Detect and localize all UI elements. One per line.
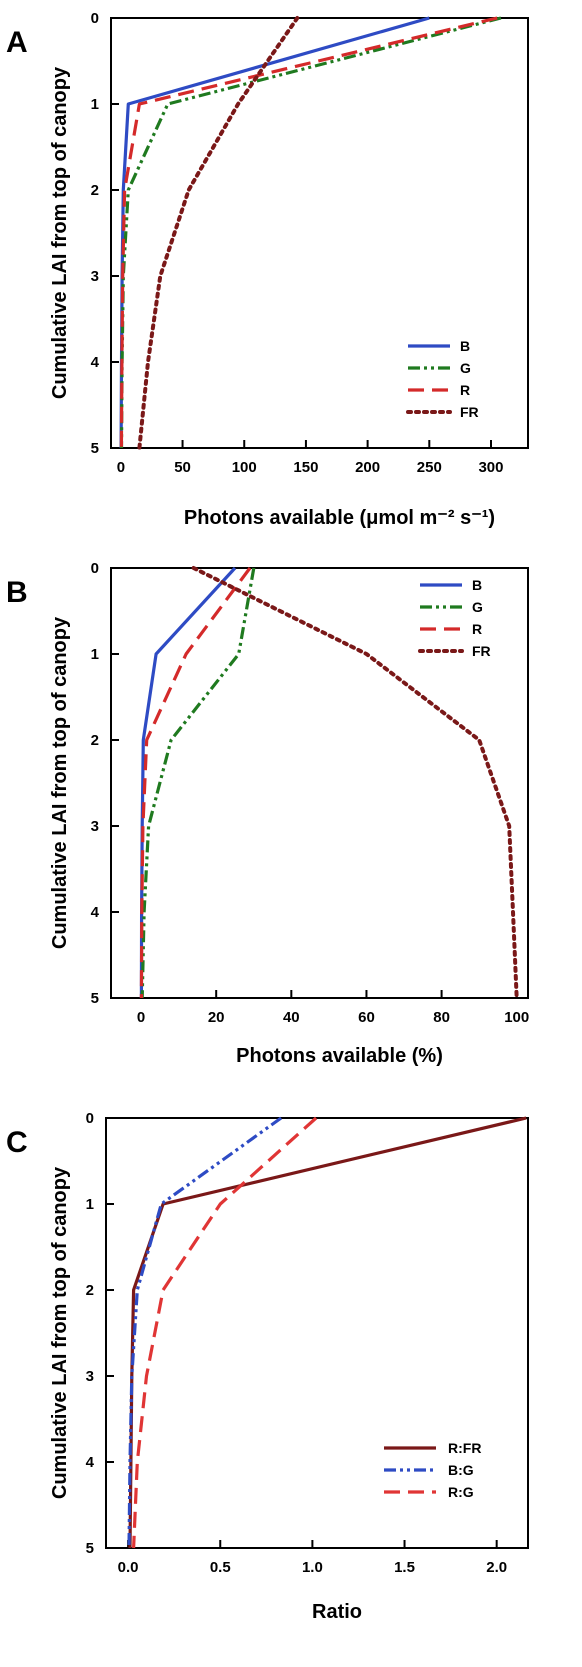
y-axis-title: Cumulative LAI from top of canopy	[49, 1166, 71, 1499]
x-tick-label: 100	[504, 1009, 529, 1026]
panel-letter: C	[6, 1126, 28, 1159]
x-axis-title: Ratio	[312, 1601, 362, 1623]
x-tick-label: 1.0	[302, 1559, 323, 1576]
x-tick-label: 1.5	[394, 1559, 415, 1576]
legend: R:FR B:G R:G	[384, 1440, 481, 1500]
series-line-b	[139, 566, 237, 999]
legend-label: B	[472, 577, 482, 593]
y-tick-label: 1	[91, 646, 99, 663]
legend-label: G	[472, 599, 483, 615]
x-tick-label: 20	[208, 1009, 225, 1026]
legend: BGR FR	[418, 577, 491, 659]
y-tick-label: 2	[91, 182, 99, 199]
x-axis-title: Photons available (μmol m⁻² s⁻¹)	[184, 507, 495, 529]
legend-label: B	[460, 338, 470, 354]
y-tick-label: 5	[91, 990, 99, 1007]
x-tick-label: 250	[417, 459, 442, 476]
y-axis-title: Cumulative LAI from top of canopy	[49, 616, 71, 949]
x-tick-label: 200	[355, 459, 380, 476]
plot-frame	[110, 17, 529, 449]
x-tick-label: 150	[293, 459, 318, 476]
series-line-fr	[191, 566, 519, 1000]
x-tick-label: 300	[478, 459, 503, 476]
x-tick-label: 80	[433, 1009, 450, 1026]
y-tick-label: 0	[91, 10, 99, 27]
y-tick-label: 4	[91, 904, 100, 921]
y-tick-label: 4	[91, 354, 100, 371]
chart-panel-c: C 0 1 2 3 4 5 0.0 0.5 1.0 1.5 2.0 Ratio Cumulative LA…	[6, 1110, 529, 1623]
y-tick-label: 3	[91, 818, 99, 835]
x-tick-label: 0	[137, 1009, 145, 1026]
series-line-bg	[127, 1116, 283, 1549]
plot-frame	[110, 567, 529, 999]
x-tick-label: 0.0	[118, 1559, 139, 1576]
series-line-g	[140, 567, 256, 999]
y-tick-label: 0	[91, 560, 99, 577]
panel-letter: B	[6, 576, 28, 609]
y-tick-label: 1	[91, 96, 99, 113]
legend-label: G	[460, 360, 471, 376]
legend-label: FR	[472, 643, 491, 659]
series-line-fr	[137, 16, 300, 450]
chart-panel-b: B 0 1 2 3 4 5 0 20 40 60 80 100 Photons available (%)…	[6, 560, 529, 1067]
series-line-r	[139, 567, 252, 999]
y-tick-label: 2	[91, 732, 99, 749]
series-line-rg	[132, 1116, 318, 1549]
x-axis-title: Photons available (%)	[236, 1045, 443, 1067]
y-axis-title: Cumulative LAI from top of canopy	[49, 66, 71, 399]
legend-label: R	[460, 382, 470, 398]
y-tick-label: 2	[86, 1282, 94, 1299]
y-tick-label: 0	[86, 1110, 94, 1127]
x-tick-label: 100	[232, 459, 257, 476]
x-tick-label: 0.5	[210, 1559, 231, 1576]
legend-label: R:FR	[448, 1440, 481, 1456]
y-tick-label: 3	[91, 268, 99, 285]
y-tick-label: 1	[86, 1196, 94, 1213]
y-tick-label: 4	[86, 1454, 95, 1471]
y-tick-label: 3	[86, 1368, 94, 1385]
legend: BGR FR	[406, 338, 479, 420]
x-tick-label: 60	[358, 1009, 375, 1026]
x-tick-label: 0	[117, 459, 125, 476]
legend-label: R:G	[448, 1484, 474, 1500]
series-line-b	[119, 16, 430, 449]
x-tick-label: 50	[174, 459, 191, 476]
x-tick-label: 2.0	[486, 1559, 507, 1576]
panel-letter: A	[6, 26, 28, 59]
series-line-g	[119, 16, 502, 449]
plot-frame	[105, 1117, 529, 1549]
y-tick-label: 5	[91, 440, 99, 457]
y-tick-label: 5	[86, 1540, 94, 1557]
legend-label: R	[472, 621, 482, 637]
series-line-r	[119, 16, 498, 449]
x-tick-label: 40	[283, 1009, 300, 1026]
legend-label: B:G	[448, 1462, 474, 1478]
legend-label: FR	[460, 404, 479, 420]
